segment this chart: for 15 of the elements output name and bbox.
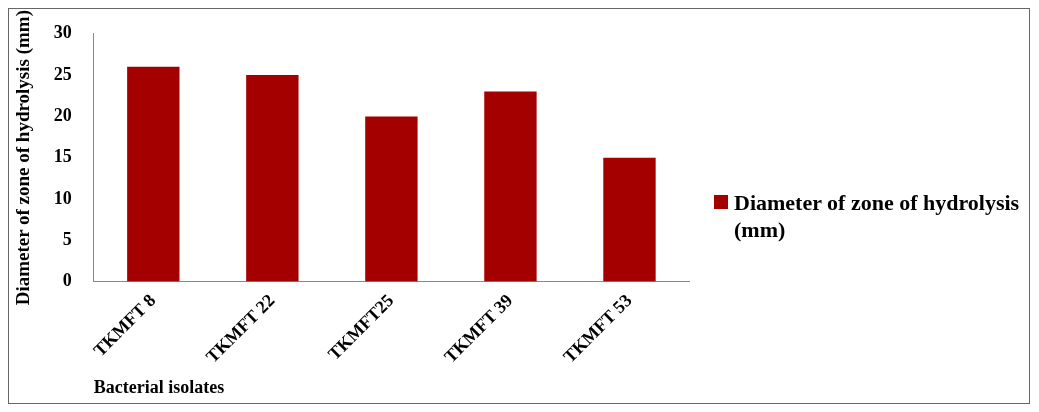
y-tick-label: 10 — [53, 187, 72, 208]
y-axis-title: Diameter of zone of hydrolysis (mm) — [12, 10, 35, 306]
bar — [484, 91, 537, 282]
y-tick-label: 0 — [62, 270, 72, 291]
y-tick-label: 30 — [53, 22, 72, 43]
x-axis-title: Bacterial isolates — [93, 376, 225, 397]
y-tick-label: 15 — [53, 146, 72, 167]
y-tick-label: 25 — [53, 63, 72, 84]
bar — [603, 157, 656, 282]
y-tick-label: 20 — [53, 105, 72, 126]
bar — [127, 66, 180, 282]
bar — [365, 116, 418, 282]
bar — [246, 75, 299, 282]
y-tick-label: 5 — [62, 228, 72, 249]
legend-label: Diameter of zone of hydrolysis (mm) — [734, 189, 1021, 243]
